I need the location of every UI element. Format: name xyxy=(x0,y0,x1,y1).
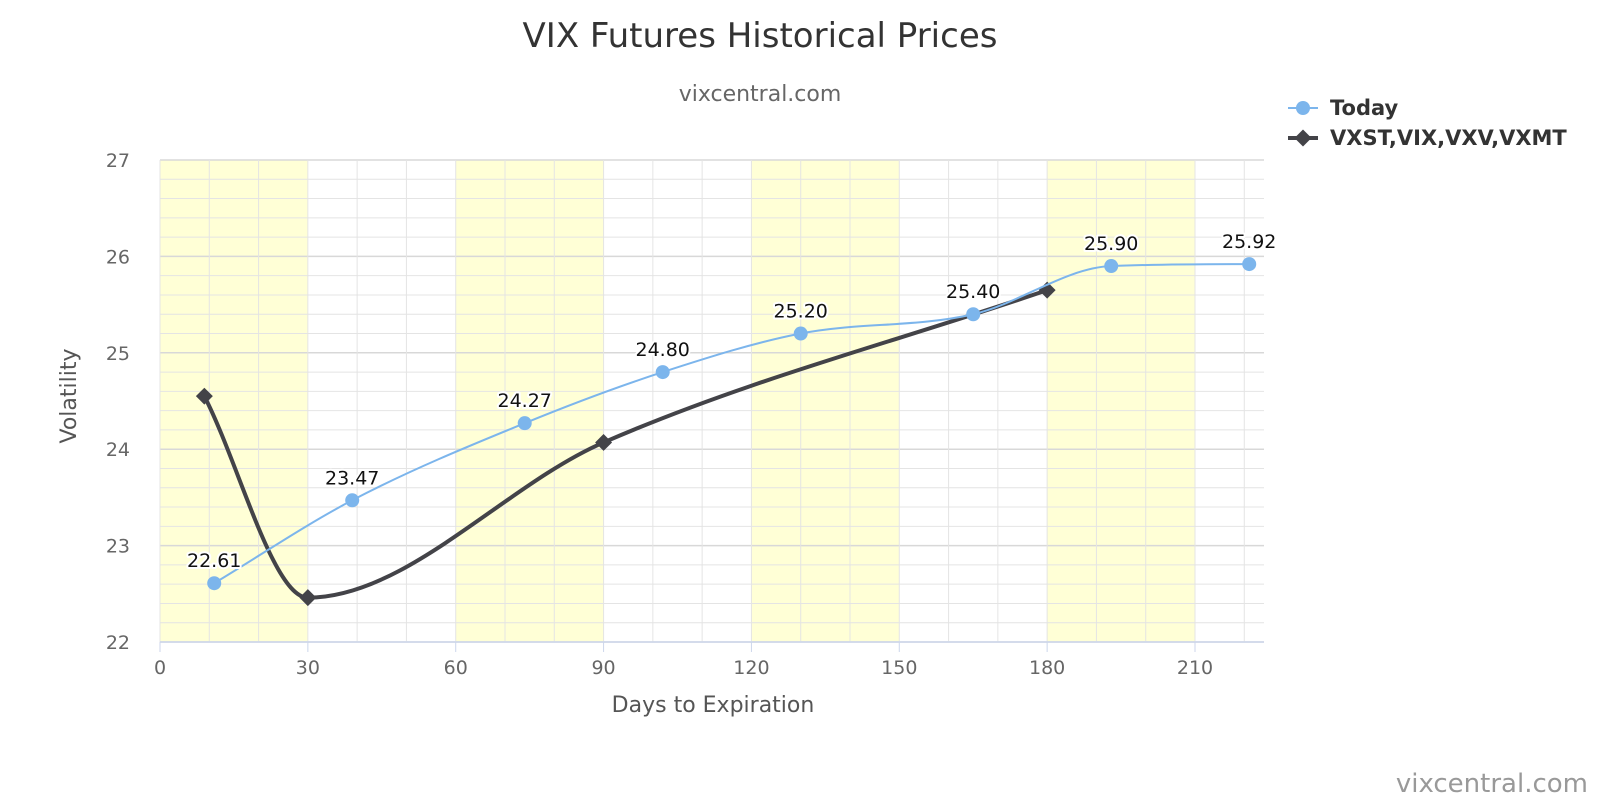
data-point-today xyxy=(966,307,981,322)
data-label-today: 25.20 xyxy=(774,301,828,323)
x-tick-label: 150 xyxy=(881,657,917,679)
data-label-today: 25.92 xyxy=(1222,231,1276,253)
data-label-today: 25.40 xyxy=(946,281,1000,303)
chart-subtitle: vixcentral.com xyxy=(679,82,842,107)
data-point-today xyxy=(1242,257,1257,272)
data-label-today: 22.61 xyxy=(187,550,241,572)
grid xyxy=(159,159,1264,643)
plot-band-3 xyxy=(1047,160,1195,642)
data-labels: 22.61 23.47 24.27 24.80 25.20 25.40 25.90 25.92 xyxy=(185,229,1278,574)
data-point-today xyxy=(1104,259,1119,274)
legend-item-today[interactable]: Today xyxy=(1288,96,1399,120)
legend-marker-today xyxy=(1296,101,1310,115)
data-point-term-structure xyxy=(195,387,213,405)
data-point-term-structure xyxy=(299,589,317,607)
series-layer xyxy=(195,257,1257,607)
x-tick-label: 210 xyxy=(1177,657,1213,679)
x-axis-title: Days to Expiration xyxy=(612,693,815,718)
x-tick-label: 0 xyxy=(154,657,166,679)
x-tick-label: 60 xyxy=(444,657,468,679)
legend-label-today: Today xyxy=(1330,96,1399,120)
series-line-0 xyxy=(213,263,1251,585)
y-tick-label: 25 xyxy=(106,343,130,365)
data-point-today xyxy=(207,576,222,591)
legend-marker-term-structure xyxy=(1294,129,1312,147)
y-tick-label: 26 xyxy=(106,246,130,268)
data-point-today xyxy=(793,326,808,341)
y-tick-label: 24 xyxy=(106,439,130,461)
x-tick-label: 180 xyxy=(1029,657,1065,679)
legend-label-term-structure: VXST,VIX,VXV,VXMT xyxy=(1330,126,1567,150)
data-point-term-structure xyxy=(595,433,613,451)
data-label-today: 23.47 xyxy=(325,467,379,489)
y-axis-title: Volatility xyxy=(57,348,82,443)
data-point-today xyxy=(517,416,532,431)
data-point-today xyxy=(345,493,360,508)
axes: 0 30 60 90 120 150 180 210 22 23 24 25 26 27 xyxy=(106,150,1264,679)
x-tick-label: 120 xyxy=(733,657,769,679)
chart-credit: vixcentral.com xyxy=(1396,769,1588,799)
data-point-today xyxy=(655,365,670,380)
y-tick-label: 23 xyxy=(106,536,130,558)
legend: Today VXST,VIX,VXV,VXMT xyxy=(1288,96,1567,150)
y-tick-label: 22 xyxy=(106,632,130,654)
series-line-1 xyxy=(202,288,1050,600)
legend-item-term-structure[interactable]: VXST,VIX,VXV,VXMT xyxy=(1288,126,1567,150)
data-label-today: 24.27 xyxy=(498,390,552,412)
data-label-today: 25.90 xyxy=(1084,233,1138,255)
chart-title: VIX Futures Historical Prices xyxy=(523,16,998,56)
plot-bands xyxy=(160,160,1195,642)
plot-band-0 xyxy=(160,160,308,642)
x-tick-label: 30 xyxy=(296,657,320,679)
data-label-today: 24.80 xyxy=(636,339,690,361)
y-tick-label: 27 xyxy=(106,150,130,172)
x-tick-label: 90 xyxy=(591,657,615,679)
plot-band-2 xyxy=(751,160,900,642)
